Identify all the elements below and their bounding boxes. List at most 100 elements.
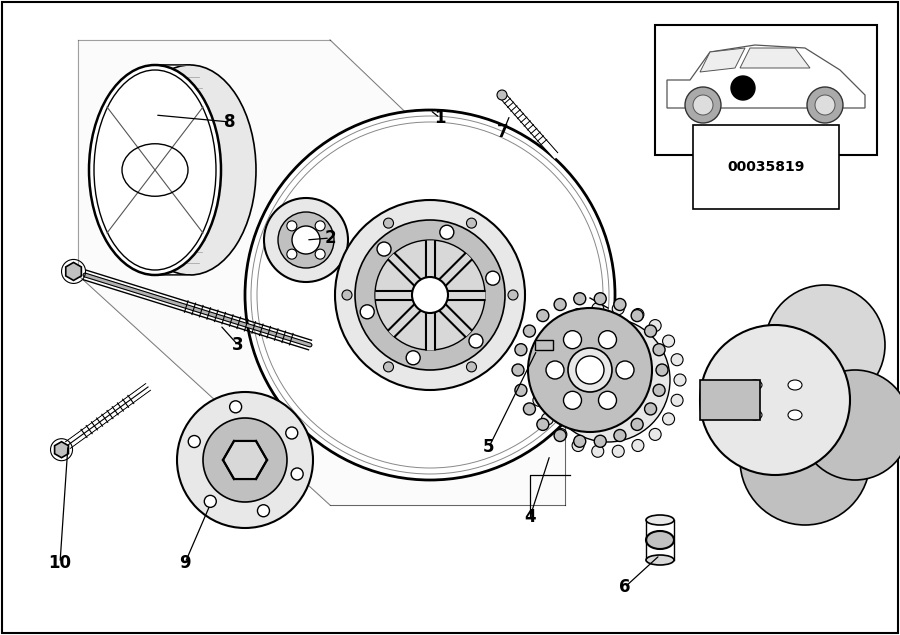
Polygon shape: [223, 441, 267, 479]
Circle shape: [594, 435, 607, 447]
Polygon shape: [78, 40, 565, 505]
Circle shape: [649, 429, 662, 441]
Text: 8: 8: [224, 113, 236, 131]
Circle shape: [177, 392, 313, 528]
Text: 5: 5: [483, 438, 495, 456]
Circle shape: [740, 395, 870, 525]
Circle shape: [554, 298, 566, 311]
Text: 9: 9: [179, 554, 191, 572]
Text: 4: 4: [524, 508, 536, 526]
Circle shape: [466, 218, 476, 228]
Circle shape: [572, 439, 584, 451]
Circle shape: [674, 374, 686, 386]
Circle shape: [497, 90, 507, 100]
Circle shape: [292, 226, 320, 254]
Text: 10: 10: [49, 554, 71, 572]
Circle shape: [574, 435, 586, 447]
Circle shape: [287, 249, 297, 259]
Circle shape: [440, 225, 454, 239]
Circle shape: [466, 362, 476, 372]
Circle shape: [383, 218, 393, 228]
Circle shape: [533, 354, 544, 366]
Circle shape: [653, 384, 665, 396]
Circle shape: [204, 495, 216, 507]
Circle shape: [614, 429, 626, 441]
Circle shape: [616, 361, 634, 379]
Circle shape: [286, 427, 298, 439]
Circle shape: [486, 271, 500, 285]
Circle shape: [315, 221, 325, 231]
Circle shape: [592, 303, 604, 315]
Circle shape: [563, 331, 581, 349]
Bar: [655, 25, 877, 155]
Circle shape: [546, 361, 564, 379]
Circle shape: [508, 290, 518, 300]
Circle shape: [533, 394, 544, 406]
Circle shape: [528, 308, 652, 432]
Text: 7: 7: [497, 123, 508, 141]
Circle shape: [530, 374, 542, 386]
Polygon shape: [66, 262, 81, 281]
Ellipse shape: [646, 515, 674, 525]
Circle shape: [693, 95, 713, 115]
Circle shape: [576, 356, 604, 384]
Circle shape: [546, 318, 670, 442]
Circle shape: [592, 445, 604, 457]
Circle shape: [292, 468, 303, 480]
Circle shape: [278, 212, 334, 268]
Circle shape: [335, 200, 525, 390]
Circle shape: [203, 418, 287, 502]
Circle shape: [594, 293, 607, 305]
Circle shape: [469, 334, 483, 348]
Circle shape: [555, 429, 567, 441]
Circle shape: [315, 249, 325, 259]
Bar: [700, 380, 760, 420]
Circle shape: [598, 391, 616, 410]
Text: 6: 6: [619, 578, 631, 596]
Circle shape: [700, 325, 850, 475]
Circle shape: [554, 429, 566, 441]
Circle shape: [355, 220, 505, 370]
Circle shape: [537, 418, 549, 431]
Circle shape: [524, 403, 536, 415]
Circle shape: [631, 310, 644, 321]
Circle shape: [406, 351, 420, 364]
Circle shape: [644, 325, 657, 337]
Circle shape: [614, 298, 626, 311]
Text: 2: 2: [324, 229, 336, 247]
Text: 1: 1: [434, 109, 446, 127]
Circle shape: [656, 364, 668, 376]
Circle shape: [188, 436, 201, 448]
Polygon shape: [667, 45, 865, 108]
Polygon shape: [55, 442, 68, 458]
Ellipse shape: [646, 555, 674, 565]
Circle shape: [563, 391, 581, 410]
Polygon shape: [700, 48, 745, 72]
Circle shape: [731, 76, 755, 100]
Circle shape: [612, 303, 625, 315]
Ellipse shape: [124, 65, 256, 275]
Ellipse shape: [788, 410, 802, 420]
Circle shape: [649, 319, 662, 331]
Circle shape: [568, 348, 612, 392]
Ellipse shape: [788, 380, 802, 390]
Circle shape: [375, 240, 485, 350]
Circle shape: [572, 309, 584, 321]
Circle shape: [671, 354, 683, 366]
Ellipse shape: [748, 380, 762, 390]
Circle shape: [631, 418, 644, 431]
Circle shape: [555, 319, 567, 331]
Circle shape: [512, 364, 524, 376]
Circle shape: [287, 221, 297, 231]
Circle shape: [574, 293, 586, 305]
Circle shape: [632, 439, 644, 451]
Ellipse shape: [748, 410, 762, 420]
Circle shape: [598, 331, 616, 349]
Circle shape: [257, 505, 269, 517]
Circle shape: [815, 95, 835, 115]
Circle shape: [671, 394, 683, 406]
Circle shape: [264, 198, 348, 282]
Circle shape: [377, 242, 391, 256]
Circle shape: [653, 344, 665, 356]
Circle shape: [800, 370, 900, 480]
